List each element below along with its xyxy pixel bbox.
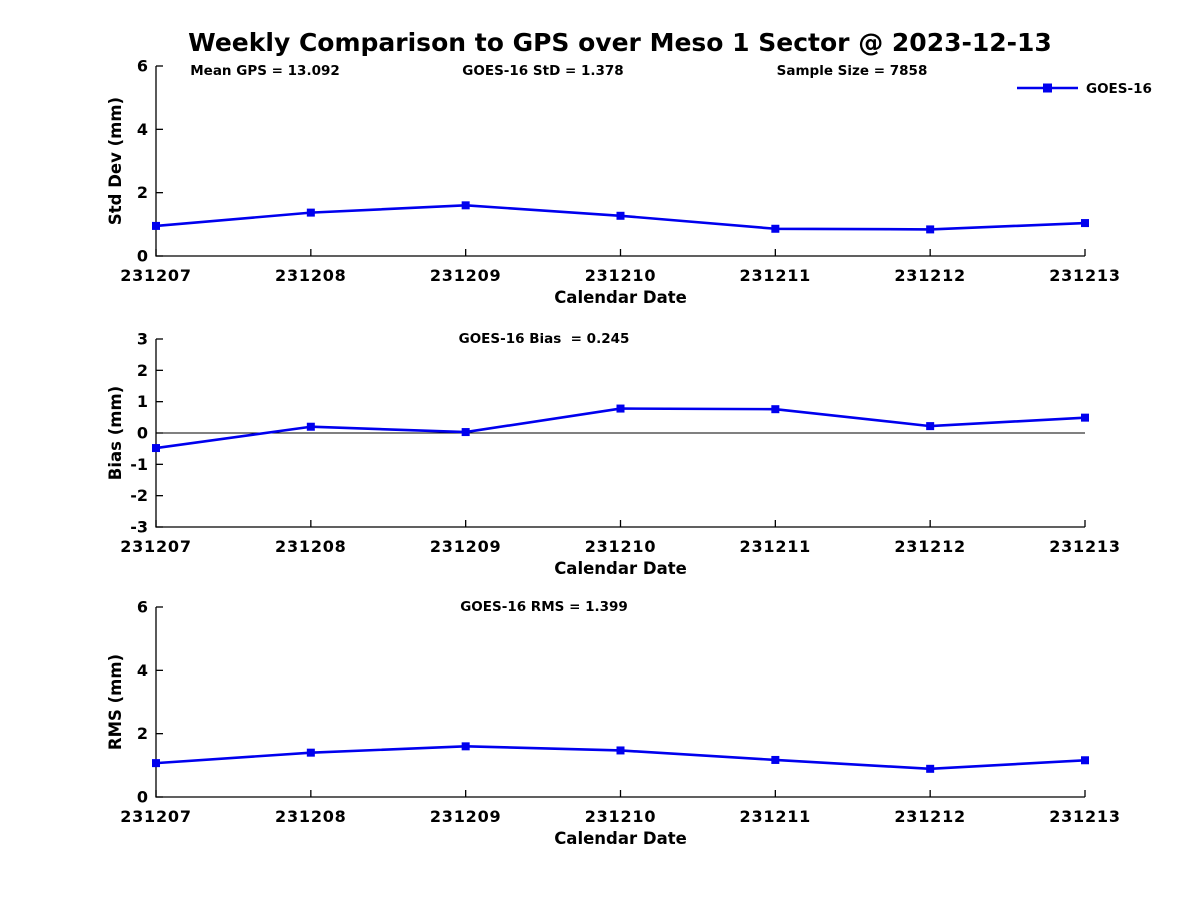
- panel-rms: 0 2 4 6 231207 231208 231209 231210 231211 231212…: [106, 598, 1121, 849]
- data-point-marker: [616, 404, 625, 413]
- data-point-marker: [771, 405, 780, 414]
- data-point-marker: [152, 444, 160, 453]
- panel-std-dev: 0 2 4 6 231207 231208 231209 231210 231211 231212…: [106, 57, 1121, 308]
- data-point-marker: [616, 746, 625, 755]
- data-point-marker: [461, 428, 470, 437]
- data-point-marker: [1081, 413, 1089, 422]
- x-tick-label: 231209: [430, 266, 502, 285]
- panel-annotation: GOES-16 StD = 1.378: [462, 63, 623, 79]
- x-tick-label: 231211: [740, 266, 812, 285]
- y-tick-label: 2: [137, 183, 148, 202]
- y-tick-label: 0: [137, 247, 148, 266]
- x-axis-label: Calendar Date: [554, 559, 687, 578]
- data-point-marker: [306, 422, 315, 431]
- y-axis-label: RMS (mm): [106, 654, 125, 750]
- y-tick-label: 1: [137, 392, 148, 411]
- x-tick-label: 231208: [275, 537, 347, 556]
- data-point-marker: [306, 748, 315, 757]
- x-tick-label: 231213: [1049, 807, 1121, 826]
- y-axis-label: Bias (mm): [106, 386, 125, 480]
- y-tick-label: 6: [137, 57, 148, 76]
- y-tick-label: -3: [130, 518, 148, 537]
- data-point-marker: [1081, 756, 1089, 765]
- y-tick-label: 3: [137, 330, 148, 349]
- data-point-marker: [152, 759, 160, 768]
- data-point-marker: [152, 221, 160, 230]
- y-axis-label: Std Dev (mm): [106, 97, 125, 225]
- data-point-marker: [926, 225, 935, 234]
- y-tick-label: -2: [130, 486, 148, 505]
- x-tick-label: 231211: [740, 537, 812, 556]
- x-tick-label: 231208: [275, 266, 347, 285]
- x-tick-label: 231212: [894, 266, 966, 285]
- data-point-marker: [306, 208, 315, 217]
- x-tick-label: 231209: [430, 807, 502, 826]
- data-point-marker: [461, 201, 470, 210]
- x-axis-label: Calendar Date: [554, 288, 687, 307]
- x-tick-label: 231207: [120, 537, 192, 556]
- x-tick-label: 231207: [120, 807, 192, 826]
- y-tick-label: 2: [137, 724, 148, 743]
- legend-label: GOES-16: [1086, 81, 1152, 97]
- legend-marker: [1043, 83, 1052, 93]
- x-axis-label: Calendar Date: [554, 829, 687, 848]
- data-line: [155, 407, 1086, 450]
- x-tick-label: 231210: [585, 807, 657, 826]
- panel-annotation: Sample Size = 7858: [777, 63, 928, 79]
- y-tick-label: 6: [137, 598, 148, 617]
- data-point-marker: [926, 764, 935, 773]
- panel-annotation: Mean GPS = 13.092: [190, 63, 340, 79]
- x-tick-label: 231209: [430, 537, 502, 556]
- x-tick-label: 231213: [1049, 266, 1121, 285]
- data-point-marker: [1081, 219, 1089, 228]
- panel-annotation: GOES-16 Bias = 0.245: [459, 331, 630, 347]
- data-point-marker: [616, 211, 625, 220]
- data-point-marker: [926, 422, 935, 431]
- x-tick-label: 231210: [585, 537, 657, 556]
- x-tick-label: 231211: [740, 807, 812, 826]
- panel-annotation: GOES-16 RMS = 1.399: [460, 599, 628, 615]
- x-tick-label: 231213: [1049, 537, 1121, 556]
- data-point-marker: [771, 224, 780, 233]
- x-tick-label: 231208: [275, 807, 347, 826]
- y-tick-label: 4: [137, 661, 148, 680]
- y-tick-label: 4: [137, 120, 148, 139]
- data-point-marker: [771, 755, 780, 764]
- y-tick-label: 2: [137, 361, 148, 380]
- y-tick-label: 0: [137, 424, 148, 443]
- y-tick-label: -1: [130, 455, 148, 474]
- x-tick-label: 231210: [585, 266, 657, 285]
- figure-title: Weekly Comparison to GPS over Meso 1 Sec…: [188, 28, 1052, 57]
- x-tick-label: 231212: [894, 537, 966, 556]
- x-tick-label: 231212: [894, 807, 966, 826]
- panels-group: 0 2 4 6 231207 231208 231209 231210 231211 231212…: [106, 57, 1121, 849]
- data-point-marker: [461, 742, 470, 751]
- legend: GOES-16: [1017, 81, 1152, 97]
- x-tick-label: 231207: [120, 266, 192, 285]
- y-tick-label: 0: [137, 788, 148, 807]
